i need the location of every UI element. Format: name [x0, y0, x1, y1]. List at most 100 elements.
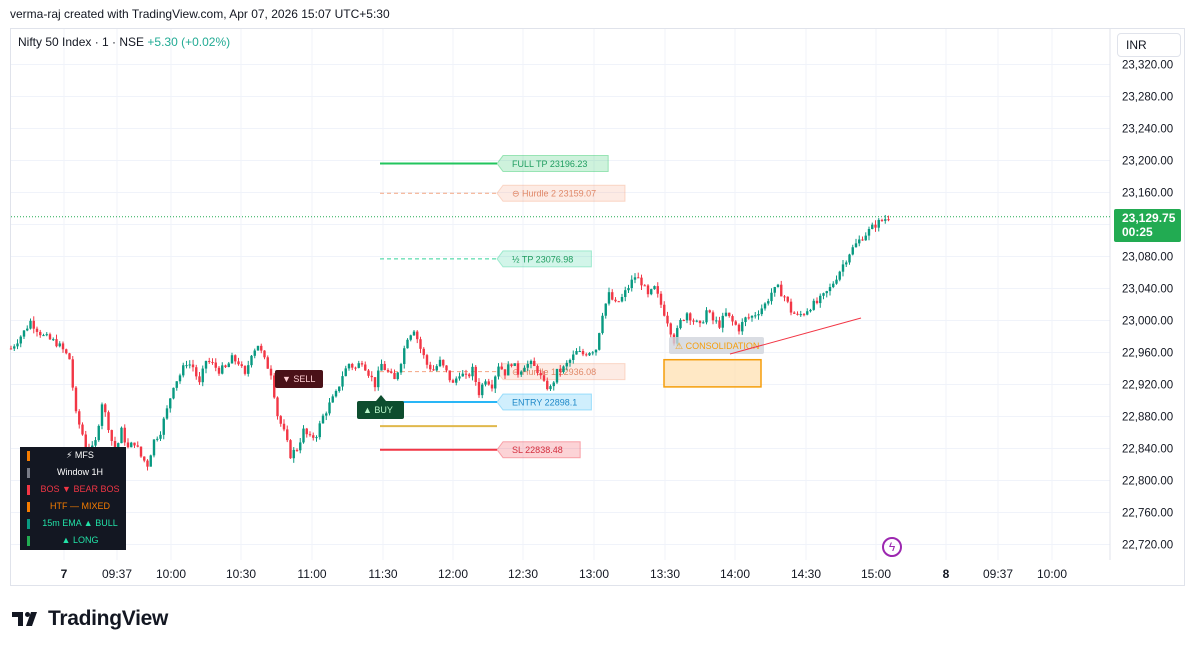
candle-body — [744, 317, 747, 323]
dashboard-row-text: Window 1H — [56, 467, 103, 477]
candle-body — [357, 363, 360, 368]
candle-body — [887, 219, 890, 221]
candle-body — [653, 286, 656, 290]
symbol-info[interactable]: Nifty 50 Index · 1 · NSE +5.30 (+0.02%) — [18, 35, 230, 49]
candle-body — [516, 363, 520, 375]
last-price-label: 23,129.75 00:25 — [1114, 209, 1181, 242]
candle-body — [848, 254, 851, 263]
candle-body — [165, 408, 169, 419]
candle-body — [429, 364, 432, 370]
candle-body — [419, 339, 422, 349]
candle-body — [640, 277, 643, 286]
y-tick-label: 22,920.00 — [1122, 380, 1173, 392]
candle-body — [861, 239, 864, 241]
currency-button[interactable]: INR — [1117, 33, 1181, 57]
candle-body — [227, 363, 230, 368]
candle-body — [409, 335, 412, 340]
candle-body — [448, 370, 451, 381]
candle-body — [42, 335, 45, 337]
price-change: +5.30 (+0.02%) — [147, 35, 231, 49]
level-label-text: ½ TP 23076.98 — [512, 254, 573, 264]
candle-body — [669, 323, 672, 335]
candle-body — [201, 368, 204, 383]
candle-body — [107, 412, 110, 431]
candle-body — [55, 339, 58, 347]
candle-body — [279, 416, 282, 424]
candle-body — [477, 381, 481, 396]
footer-logo[interactable]: TradingView — [12, 607, 168, 631]
lightning-icon[interactable]: ϟ — [882, 537, 902, 557]
candle-body — [451, 380, 455, 383]
candle-body — [276, 397, 279, 417]
candle-body — [338, 386, 341, 391]
candle-body — [841, 264, 845, 272]
candle-body — [741, 322, 744, 332]
candle-body — [607, 292, 611, 304]
candle-body — [536, 365, 539, 374]
candle-body — [383, 363, 386, 371]
candle-body — [74, 387, 78, 412]
candle-body — [747, 317, 750, 319]
svg-text:▲ BUY: ▲ BUY — [363, 405, 393, 415]
candle-body — [663, 304, 666, 316]
candle-body — [289, 440, 292, 459]
x-tick-label: 10:00 — [1037, 567, 1067, 581]
candle-body — [377, 370, 380, 388]
candle-body — [646, 285, 650, 295]
x-tick-label: 14:30 — [791, 567, 821, 581]
y-tick-label: 23,040.00 — [1122, 284, 1173, 296]
chart-grid — [11, 29, 1111, 560]
candle-body — [260, 345, 263, 351]
candle-body — [809, 309, 812, 312]
candle-body — [757, 314, 760, 316]
candle-body — [552, 382, 555, 387]
candle-body — [347, 363, 351, 369]
candle-body — [578, 351, 581, 353]
dashboard-row: ▲ LONG — [20, 532, 126, 549]
candle-body — [464, 373, 468, 375]
candle-body — [240, 364, 243, 367]
candle-body — [737, 324, 741, 332]
candle-body — [250, 355, 253, 366]
y-tick-label: 23,200.00 — [1122, 156, 1173, 168]
candle-body — [48, 334, 52, 340]
candle-body — [188, 364, 191, 366]
dashboard-row: 15m EMA ▲ BULL — [20, 515, 126, 532]
candle-body — [45, 334, 48, 336]
candle-body — [812, 300, 815, 310]
level-lines: FULL TP 23196.23 ⊖ Hurdle 2 23159.07 ½ TP … — [380, 155, 626, 459]
y-tick-label: 23,080.00 — [1122, 252, 1173, 264]
candle-body — [243, 366, 247, 374]
candle-body — [61, 343, 65, 350]
candle-body — [539, 373, 542, 376]
dashboard-row-text: ▲ LONG — [61, 535, 99, 545]
candle-body — [399, 364, 403, 373]
candle-body — [221, 365, 224, 374]
candle-body — [682, 319, 685, 321]
candle-body — [230, 355, 234, 364]
dashboard-row-text: HTF — MIXED — [50, 501, 110, 511]
candle-body — [783, 296, 786, 298]
candle-body — [364, 364, 367, 371]
candle-body — [110, 430, 113, 441]
candle-body — [9, 348, 13, 350]
y-tick-label: 22,800.00 — [1122, 476, 1173, 488]
candle-body — [39, 331, 42, 336]
candle-body — [614, 299, 617, 302]
candle-body — [432, 369, 435, 371]
candle-body — [598, 333, 601, 350]
candle-body — [611, 292, 614, 300]
candle-body — [328, 402, 331, 414]
dashboard-row: BOS ▼ BEAR BOS — [20, 481, 126, 498]
dashboard-row-marker — [27, 519, 30, 529]
candle-body — [422, 348, 425, 356]
candle-body — [854, 243, 858, 248]
trendline[interactable] — [729, 317, 862, 355]
candle-body — [802, 314, 806, 316]
candle-body — [100, 404, 104, 426]
candle-body — [126, 442, 130, 448]
candle-body — [728, 312, 731, 317]
candle-body — [130, 442, 133, 448]
candle-body — [659, 293, 663, 305]
